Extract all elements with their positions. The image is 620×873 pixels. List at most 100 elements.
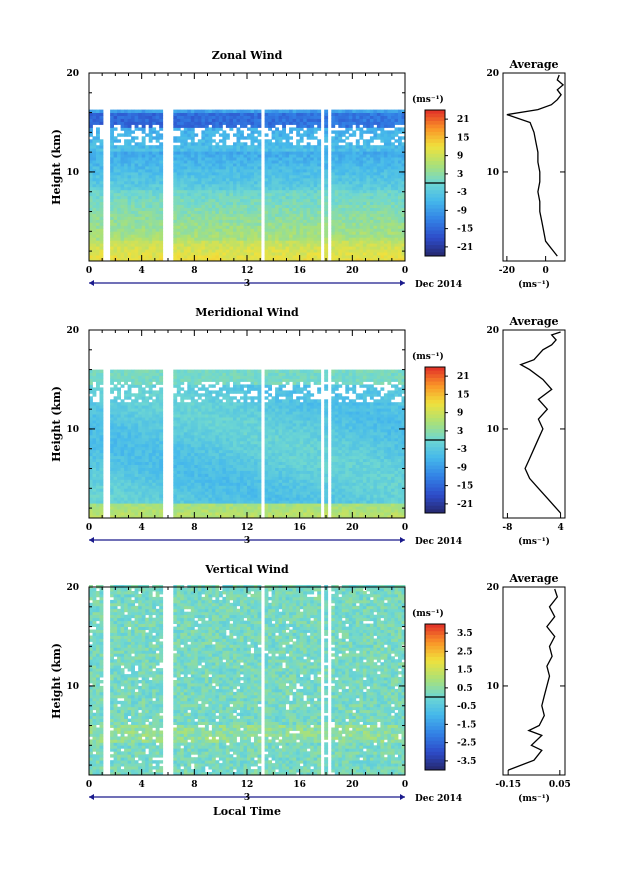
heatmap-cell: [190, 258, 195, 262]
heatmap-cell: [313, 237, 318, 241]
heatmap-cell: [152, 177, 157, 182]
heatmap-cell: [380, 192, 385, 197]
heatmap-cell: [99, 213, 104, 217]
heatmap-cell: [152, 183, 157, 188]
heatmap-cell: [250, 174, 255, 179]
heatmap-cell: [183, 186, 188, 191]
heatmap-cell: [285, 228, 290, 232]
heatmap-cell: [247, 118, 251, 122]
heatmap-cell: [254, 160, 258, 164]
heatmap-cell: [131, 455, 135, 460]
heatmap-cell: [120, 160, 125, 164]
heatmap-cell: [208, 192, 213, 197]
heatmap-cell: [134, 431, 139, 436]
heatmap-cell: [334, 213, 339, 217]
heatmap-cell: [183, 174, 188, 179]
heatmap-cell: [278, 136, 283, 140]
heatmap-cell: [275, 258, 279, 262]
heatmap-cell: [401, 160, 406, 164]
heatmap-cell: [190, 180, 195, 185]
heatmap-cell: [352, 160, 357, 164]
heatmap-cell: [89, 121, 93, 125]
heatmap-cell: [398, 198, 402, 203]
heatmap-cell: [159, 127, 164, 131]
heatmap-cell: [127, 177, 132, 182]
heatmap-cell: [141, 390, 146, 394]
heatmap-cell: [229, 145, 234, 149]
heatmap-cell: [243, 112, 248, 116]
heatmap-cell: [187, 171, 192, 176]
heatmap-cell: [92, 186, 97, 191]
heatmap-cell: [229, 180, 234, 185]
heatmap-cell: [113, 115, 118, 119]
heatmap-cell: [148, 157, 153, 161]
heatmap-cell: [355, 109, 360, 113]
heatmap-cell: [152, 440, 157, 445]
heatmap-cell: [138, 210, 143, 214]
heatmap-cell: [243, 121, 248, 125]
heatmap-cell: [152, 121, 157, 125]
heatmap-cell: [134, 157, 139, 161]
heatmap-cell: [278, 228, 283, 232]
heatmap-cell: [201, 112, 206, 116]
heatmap-cell: [155, 246, 160, 250]
heatmap-cell: [99, 479, 104, 483]
heatmap-cell: [222, 255, 227, 259]
heatmap-cell: [341, 186, 346, 191]
heatmap-cell: [180, 177, 185, 182]
heatmap-cell: [99, 148, 104, 152]
heatmap-cell: [362, 222, 367, 226]
heatmap-cell: [92, 509, 97, 513]
heatmap-cell: [380, 240, 385, 244]
heatmap-cell: [124, 461, 128, 465]
heatmap-cell: [148, 414, 153, 418]
heatmap-cell: [127, 437, 132, 442]
heatmap-cell: [401, 231, 406, 235]
heatmap-cell: [240, 166, 244, 170]
heatmap-cell: [222, 240, 227, 244]
heatmap-cell: [145, 437, 150, 442]
heatmap-cell: [110, 381, 114, 385]
heatmap-cell: [387, 231, 392, 235]
heatmap-cell: [159, 157, 164, 161]
heatmap-cell: [401, 177, 406, 182]
heatmap-cell: [306, 240, 311, 244]
heatmap-cell: [134, 473, 139, 477]
heatmap-cell: [296, 160, 301, 164]
heatmap-cell: [257, 157, 262, 161]
heatmap-cell: [145, 372, 150, 376]
heatmap-cell: [138, 234, 143, 238]
heatmap-cell: [383, 213, 388, 217]
heatmap-cell: [134, 127, 139, 131]
heatmap-cell: [355, 189, 360, 194]
heatmap-cell: [120, 210, 125, 214]
heatmap-cell: [383, 157, 388, 161]
heatmap-cell: [187, 136, 192, 140]
heatmap-cell: [366, 255, 371, 259]
heatmap-cell: [208, 219, 213, 223]
heatmap-cell: [124, 121, 128, 125]
heatmap-cell: [152, 213, 157, 217]
heatmap-cell: [387, 157, 392, 161]
heatmap-cell: [113, 228, 118, 232]
heatmap-cell: [134, 405, 139, 409]
heatmap-cell: [155, 399, 160, 403]
heatmap-cell: [229, 243, 234, 247]
heatmap-cell: [247, 222, 251, 226]
x-tick-label: 20: [346, 266, 359, 276]
heatmap-cell: [190, 198, 195, 203]
heatmap-cell: [138, 186, 143, 191]
heatmap-cell: [285, 210, 290, 214]
heatmap-cell: [225, 231, 230, 235]
heatmap-cell: [92, 195, 97, 200]
heatmap-cell: [92, 420, 97, 424]
heatmap-cell: [141, 491, 146, 495]
heatmap-cell: [152, 449, 157, 454]
heatmap-cell: [247, 171, 251, 176]
heatmap-cell: [254, 139, 258, 143]
heatmap-cell: [250, 183, 255, 188]
heatmap-cell: [218, 174, 223, 179]
heatmap-cell: [398, 145, 402, 149]
heatmap-cell: [313, 112, 318, 116]
heatmap-cell: [120, 213, 125, 217]
